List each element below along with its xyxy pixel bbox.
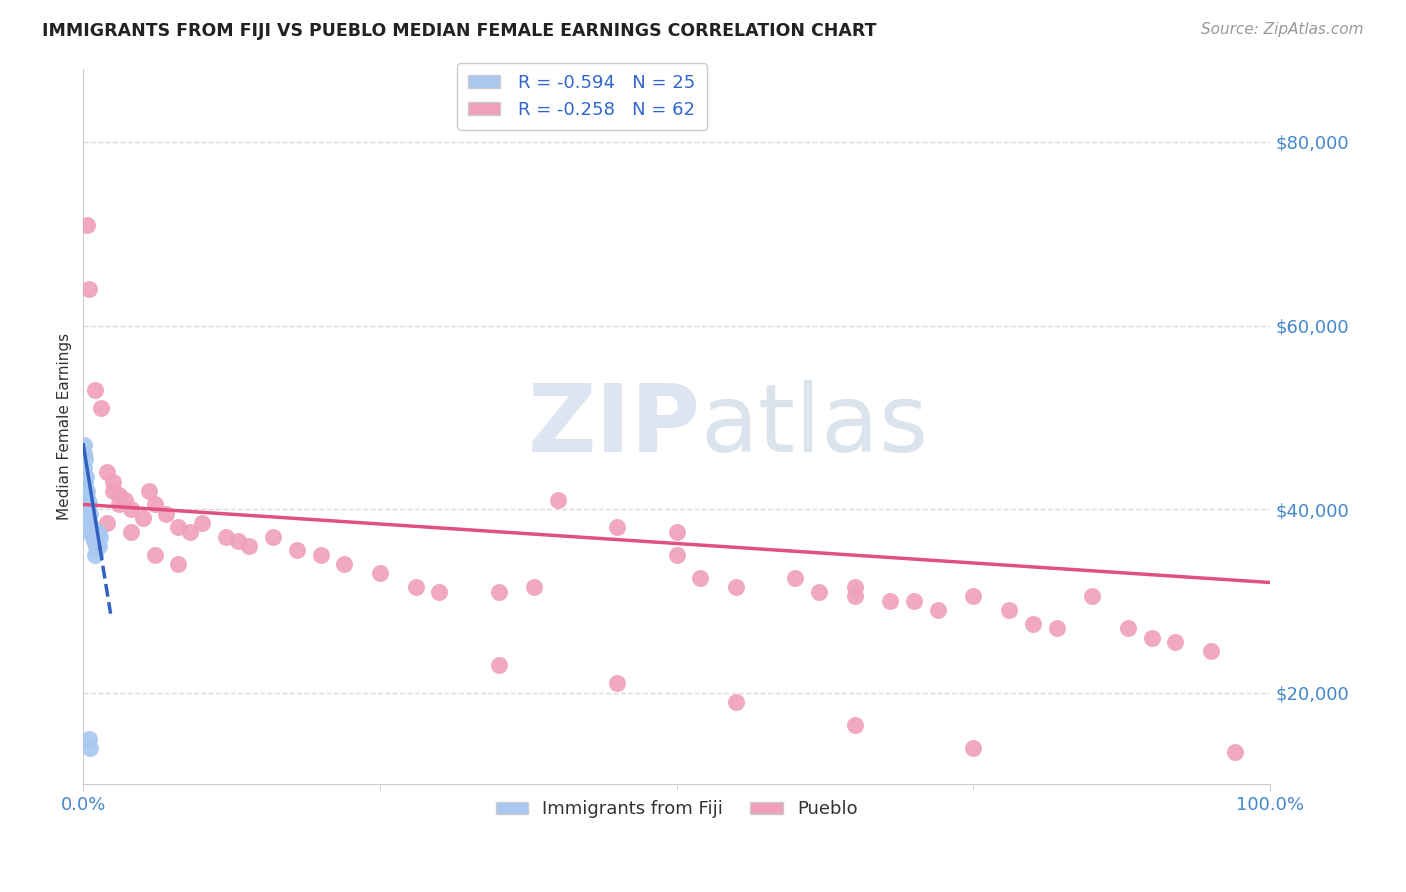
Point xyxy=(108,498,131,512)
Point xyxy=(138,483,160,498)
Point xyxy=(77,516,100,530)
Point xyxy=(844,718,866,732)
Point xyxy=(84,383,107,397)
Point xyxy=(879,594,901,608)
Point xyxy=(155,507,177,521)
Point xyxy=(114,492,136,507)
Point xyxy=(215,530,238,544)
Point xyxy=(131,511,153,525)
Point xyxy=(1045,621,1067,635)
Text: atlas: atlas xyxy=(700,381,929,473)
Point xyxy=(262,530,284,544)
Text: IMMIGRANTS FROM FIJI VS PUEBLO MEDIAN FEMALE EARNINGS CORRELATION CHART: IMMIGRANTS FROM FIJI VS PUEBLO MEDIAN FE… xyxy=(42,22,877,40)
Point xyxy=(96,516,118,530)
Point xyxy=(86,524,108,539)
Point xyxy=(405,580,427,594)
Point xyxy=(73,447,96,461)
Point xyxy=(238,539,260,553)
Point xyxy=(77,524,100,539)
Point xyxy=(167,557,190,571)
Point xyxy=(1199,644,1222,658)
Point xyxy=(77,492,100,507)
Point xyxy=(143,498,166,512)
Point xyxy=(1223,745,1246,759)
Point xyxy=(725,580,748,594)
Point xyxy=(1116,621,1139,635)
Point xyxy=(143,548,166,562)
Point xyxy=(689,571,711,585)
Point xyxy=(226,534,249,549)
Point xyxy=(285,543,308,558)
Point xyxy=(523,580,546,594)
Point xyxy=(998,603,1021,617)
Point xyxy=(488,584,510,599)
Point xyxy=(191,516,214,530)
Point xyxy=(96,466,118,480)
Point xyxy=(75,483,97,498)
Point xyxy=(84,548,107,562)
Point xyxy=(76,511,98,525)
Point xyxy=(76,498,98,512)
Legend: Immigrants from Fiji, Pueblo: Immigrants from Fiji, Pueblo xyxy=(488,793,865,825)
Point xyxy=(120,502,142,516)
Point xyxy=(75,470,97,484)
Point xyxy=(333,557,356,571)
Point xyxy=(309,548,332,562)
Y-axis label: Median Female Earnings: Median Female Earnings xyxy=(58,333,72,520)
Point xyxy=(547,492,569,507)
Point xyxy=(84,530,107,544)
Point xyxy=(80,520,103,534)
Point xyxy=(844,580,866,594)
Point xyxy=(427,584,450,599)
Point xyxy=(167,520,190,534)
Point xyxy=(962,740,984,755)
Point xyxy=(903,594,925,608)
Point xyxy=(90,401,112,416)
Point xyxy=(962,589,984,603)
Point xyxy=(368,566,391,581)
Point xyxy=(120,524,142,539)
Point xyxy=(1022,616,1045,631)
Point xyxy=(75,451,97,466)
Text: Source: ZipAtlas.com: Source: ZipAtlas.com xyxy=(1201,22,1364,37)
Point xyxy=(86,539,108,553)
Point xyxy=(79,507,101,521)
Point xyxy=(785,571,807,585)
Point xyxy=(1081,589,1104,603)
Point xyxy=(76,483,98,498)
Point xyxy=(808,584,831,599)
Point xyxy=(927,603,949,617)
Point xyxy=(606,676,628,690)
Point xyxy=(82,530,104,544)
Point xyxy=(76,218,98,232)
Point xyxy=(75,492,97,507)
Point xyxy=(101,483,124,498)
Text: ZIP: ZIP xyxy=(527,381,700,473)
Point xyxy=(108,488,131,502)
Point xyxy=(1164,635,1187,649)
Point xyxy=(79,740,101,755)
Point xyxy=(77,498,100,512)
Point xyxy=(1140,631,1163,645)
Point xyxy=(73,460,96,475)
Point xyxy=(606,520,628,534)
Point xyxy=(179,524,201,539)
Point xyxy=(89,530,111,544)
Point xyxy=(725,695,748,709)
Point xyxy=(73,438,96,452)
Point xyxy=(77,731,100,746)
Point xyxy=(488,658,510,673)
Point xyxy=(77,282,100,296)
Point xyxy=(665,548,688,562)
Point xyxy=(87,539,110,553)
Point xyxy=(75,475,97,489)
Point xyxy=(83,534,105,549)
Point xyxy=(101,475,124,489)
Point xyxy=(665,524,688,539)
Point xyxy=(844,589,866,603)
